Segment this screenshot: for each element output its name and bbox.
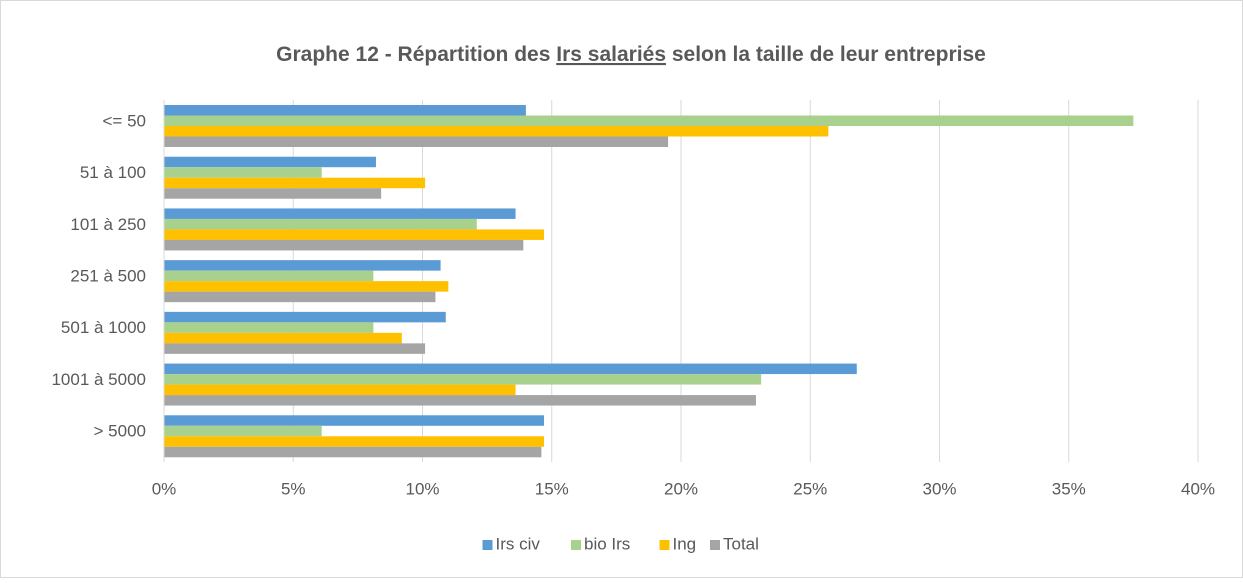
bar	[164, 208, 516, 219]
bar	[164, 218, 477, 230]
chart-title: Graphe 12 - Répartition des Irs salariés…	[276, 43, 986, 66]
bar	[164, 395, 756, 406]
bar	[164, 291, 436, 303]
legend-swatch	[571, 540, 581, 550]
bar	[164, 105, 526, 116]
y-tick-label: 1001 à 5000	[51, 370, 146, 389]
x-tick-label: 40%	[1181, 479, 1215, 498]
x-tick-label: 10%	[405, 479, 439, 498]
bar	[164, 311, 446, 323]
bar	[164, 425, 322, 437]
bar	[164, 167, 322, 178]
legend-swatch	[710, 540, 720, 550]
x-tick-label: 25%	[793, 479, 827, 498]
y-tick-label: 501 à 1000	[61, 318, 146, 337]
bar	[164, 270, 374, 282]
title-underlined: Irs salariés	[556, 43, 666, 66]
legend-label: Ing	[673, 534, 697, 553]
bar	[164, 374, 762, 385]
bar	[164, 177, 426, 189]
title-part: Graphe 12 - Répartition des	[276, 43, 556, 66]
x-tick-label: 5%	[281, 479, 306, 498]
bar	[164, 281, 449, 292]
x-tick-label: 20%	[664, 479, 698, 498]
bar	[164, 239, 524, 251]
bar	[164, 156, 376, 168]
bar	[164, 136, 669, 147]
legend-label: Irs civ	[496, 534, 541, 553]
bar	[164, 126, 829, 137]
bar	[164, 332, 402, 344]
y-tick-label: 51 à 100	[80, 163, 146, 182]
bar	[164, 436, 544, 447]
bar	[164, 115, 1134, 126]
y-tick-label: 101 à 250	[70, 215, 146, 234]
bar	[164, 188, 382, 199]
x-tick-label: 15%	[535, 479, 569, 498]
x-tick-label: 0%	[152, 479, 177, 498]
x-tick-label: 35%	[1052, 479, 1086, 498]
y-tick-label: 251 à 500	[70, 266, 146, 285]
bar	[164, 384, 516, 396]
legend-label: bio Irs	[584, 534, 630, 553]
bar	[164, 229, 544, 240]
legend-swatch	[659, 540, 670, 550]
bar	[164, 322, 374, 333]
bar	[164, 343, 426, 354]
bar	[164, 363, 857, 375]
legend-label: Total	[723, 534, 759, 553]
bar	[164, 260, 441, 271]
title-part: selon la taille de leur entreprise	[666, 43, 986, 66]
y-tick-label: > 5000	[94, 422, 146, 441]
y-tick-label: <= 50	[103, 111, 147, 130]
bar	[164, 446, 542, 458]
bar	[164, 415, 544, 426]
legend-swatch	[482, 540, 493, 550]
x-tick-label: 30%	[922, 479, 956, 498]
